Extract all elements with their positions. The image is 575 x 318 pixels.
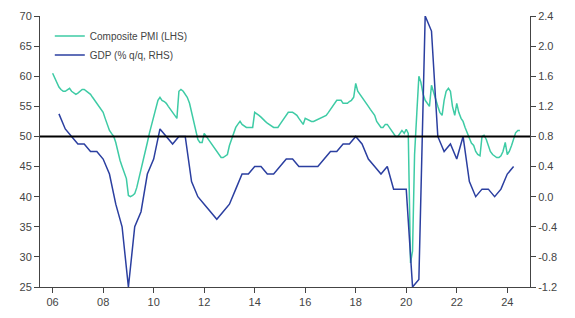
svg-text:40: 40 bbox=[20, 191, 32, 203]
svg-text:35: 35 bbox=[20, 221, 32, 233]
svg-text:2.4: 2.4 bbox=[538, 10, 553, 22]
svg-text:06: 06 bbox=[47, 296, 59, 308]
svg-text:45: 45 bbox=[20, 160, 32, 172]
svg-text:-0.8: -0.8 bbox=[538, 251, 557, 263]
svg-text:55: 55 bbox=[20, 100, 32, 112]
svg-text:24: 24 bbox=[501, 296, 513, 308]
svg-text:65: 65 bbox=[20, 40, 32, 52]
svg-text:0.8: 0.8 bbox=[538, 130, 553, 142]
svg-text:Composite PMI (LHS): Composite PMI (LHS) bbox=[90, 31, 187, 42]
svg-text:GDP (% q/q, RHS): GDP (% q/q, RHS) bbox=[90, 50, 173, 61]
svg-text:50: 50 bbox=[20, 130, 32, 142]
svg-text:70: 70 bbox=[20, 10, 32, 22]
svg-text:60: 60 bbox=[20, 70, 32, 82]
svg-text:20: 20 bbox=[400, 296, 412, 308]
svg-text:0.0: 0.0 bbox=[538, 191, 553, 203]
svg-text:30: 30 bbox=[20, 251, 32, 263]
svg-text:0.4: 0.4 bbox=[538, 160, 553, 172]
svg-text:12: 12 bbox=[198, 296, 210, 308]
svg-text:18: 18 bbox=[350, 296, 362, 308]
svg-text:1.6: 1.6 bbox=[538, 70, 553, 82]
svg-text:10: 10 bbox=[148, 296, 160, 308]
svg-text:08: 08 bbox=[97, 296, 109, 308]
svg-text:22: 22 bbox=[451, 296, 463, 308]
svg-text:2.0: 2.0 bbox=[538, 40, 553, 52]
svg-text:1.2: 1.2 bbox=[538, 100, 553, 112]
svg-text:16: 16 bbox=[299, 296, 311, 308]
svg-text:14: 14 bbox=[249, 296, 261, 308]
svg-text:25: 25 bbox=[20, 281, 32, 293]
svg-text:-0.4: -0.4 bbox=[538, 221, 557, 233]
svg-text:-1.2: -1.2 bbox=[538, 281, 557, 293]
